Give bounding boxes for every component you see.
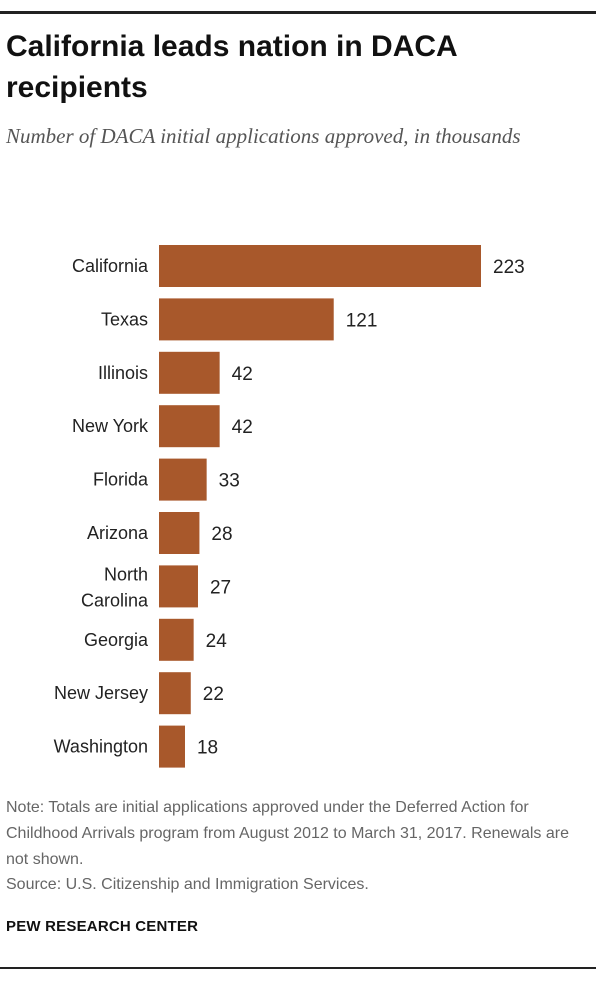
- bar-new-jersey: [159, 672, 191, 715]
- chart-title: California leads nation in DACA recipien…: [6, 30, 457, 104]
- value-label: 121: [346, 310, 378, 331]
- category-label: California: [72, 256, 149, 276]
- category-label: New York: [72, 416, 149, 436]
- bar-new-york: [159, 405, 220, 448]
- category-label: Arizona: [87, 523, 149, 543]
- bar-georgia: [159, 618, 194, 661]
- value-label: 28: [211, 524, 232, 545]
- bar-north-carolina: [159, 565, 198, 608]
- value-label: 223: [493, 257, 525, 278]
- bar-arizona: [159, 512, 200, 554]
- category-label: Georgia: [84, 630, 149, 650]
- category-label: North Carolina: [81, 564, 149, 610]
- bottom-rule: [0, 967, 596, 969]
- value-label: 42: [232, 364, 253, 385]
- chart-source: Source: U.S. Citizenship and Immigration…: [6, 876, 369, 893]
- bar-chart: California 223 Texas 121 Illinois 42 New York 4…: [54, 245, 525, 768]
- value-label: 22: [203, 684, 224, 705]
- brand-logo-text: PEW RESEARCH CENTER: [6, 918, 199, 935]
- chart-note: Note: Totals are initial applications ap…: [6, 799, 569, 868]
- value-label: 27: [210, 577, 231, 598]
- bar-texas: [159, 298, 334, 341]
- category-label: Illinois: [98, 363, 148, 383]
- category-label: New Jersey: [54, 683, 148, 703]
- bar-california: [159, 245, 481, 287]
- category-label: Texas: [101, 309, 148, 329]
- bar-washington: [159, 725, 185, 768]
- bar-illinois: [159, 351, 220, 394]
- chart-subtitle: Number of DACA initial applications appr…: [6, 124, 521, 148]
- top-rule: [0, 11, 596, 14]
- value-label: 33: [219, 471, 240, 492]
- value-label: 42: [232, 417, 253, 438]
- category-label: Florida: [93, 470, 149, 490]
- bar-florida: [159, 458, 207, 501]
- value-label: 18: [197, 738, 218, 759]
- category-label: Washington: [54, 737, 148, 757]
- value-label: 24: [206, 631, 228, 652]
